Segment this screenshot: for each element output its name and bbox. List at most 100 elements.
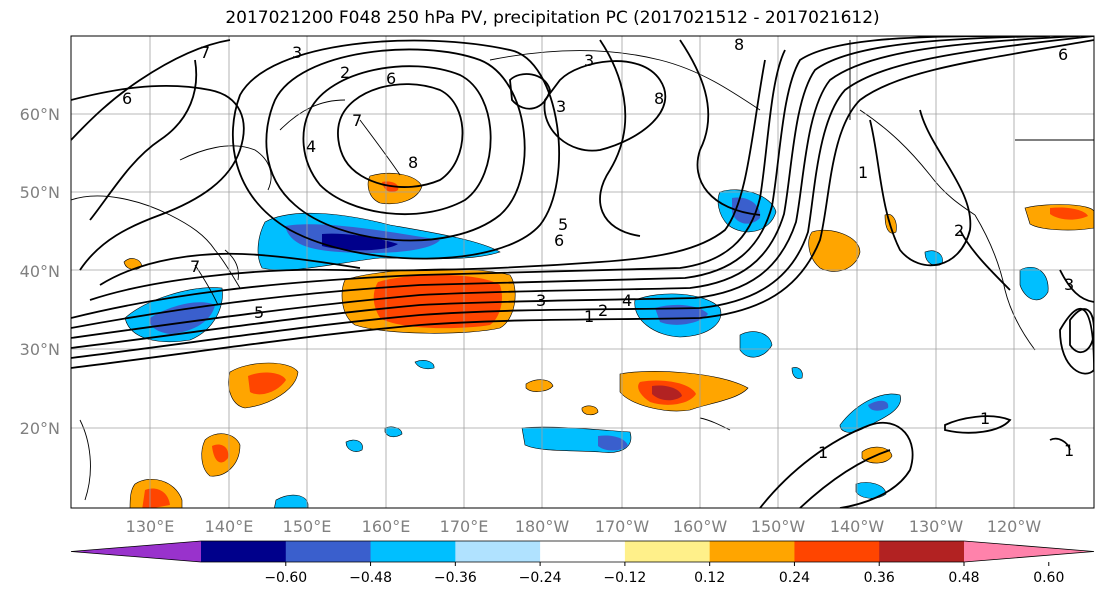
contour-jet-6 — [71, 49, 786, 319]
precip-negative-175w-core — [598, 435, 628, 451]
contour-label: 2 — [598, 301, 608, 320]
contour-jet-2 — [71, 36, 1094, 359]
precip-negative-small-5 — [855, 482, 887, 499]
contour-jet-7 — [89, 59, 766, 301]
colorbar-swatch — [285, 541, 372, 562]
colorbar-extend-low — [71, 541, 201, 562]
pv-contours — [71, 36, 1094, 508]
colorbar-tick-label: 0.60 — [1033, 570, 1064, 586]
contour-label: 1 — [980, 409, 990, 428]
contour-label: 8 — [408, 153, 418, 172]
coast-asia — [71, 145, 272, 501]
precip-negative-small-2 — [1019, 266, 1049, 301]
contour-label: 2 — [340, 63, 350, 82]
precip-shading — [123, 173, 1094, 508]
contour-south-3 — [944, 415, 1012, 434]
coast-northamerica — [849, 40, 1094, 351]
lon-label: 170°W — [595, 517, 650, 536]
contour-label: 6 — [1062, 21, 1072, 40]
colorbar-swatch — [709, 541, 795, 562]
colorbar-tick-label: −0.24 — [519, 570, 562, 586]
lat-label: 30°N — [20, 340, 60, 359]
contour-label: 5 — [254, 303, 264, 322]
contour-label: 3 — [584, 51, 594, 70]
contour-west-3 — [71, 39, 231, 141]
precip-negative-160w-core — [655, 304, 708, 325]
colorbar-tick-label: 0.48 — [948, 570, 979, 586]
contour-jet-8 — [99, 252, 361, 286]
contour-low-3 — [265, 48, 526, 242]
precip-negative-small-7 — [384, 426, 403, 438]
colorbar-tick-label: −0.36 — [434, 570, 477, 586]
contour-label: 3 — [292, 43, 302, 62]
map-title: 2017021200 F048 250 hPa PV, precipitatio… — [225, 8, 880, 28]
contour-label: 8 — [734, 35, 744, 54]
contour-east-3 — [1059, 269, 1094, 303]
contour-label: 7 — [200, 43, 210, 62]
contour-label: 3 — [536, 291, 546, 310]
contour-low-1 — [337, 83, 464, 188]
precip-positive-small-3 — [581, 405, 599, 416]
latitude-labels: 60°N 50°N 40°N 30°N 20°N — [20, 105, 60, 438]
precip-positive-145w — [808, 229, 861, 272]
colorbar-swatch — [794, 541, 880, 562]
colorbar-swatch — [201, 541, 287, 562]
colorbar-swatch — [624, 541, 711, 562]
colorbar-tick-label: 0.12 — [694, 570, 725, 586]
lon-label: 140°E — [205, 517, 254, 536]
lon-label: 180°W — [515, 517, 570, 536]
colorbar-outline — [70, 540, 1095, 563]
colorbar-swatch — [540, 541, 626, 562]
precip-positive-central-core — [373, 274, 502, 329]
contour-label: 5 — [558, 215, 568, 234]
lon-label: 120°W — [987, 517, 1042, 536]
contour-ne-3 — [679, 39, 761, 216]
contour-east-1 — [869, 109, 972, 267]
precip-positive-165w-inner — [652, 385, 682, 401]
colorbar-tick-label: 0.36 — [864, 570, 895, 586]
colorbar-extend-high — [964, 541, 1094, 562]
lon-label: 160°W — [673, 517, 728, 536]
graticule — [71, 36, 1094, 508]
lon-label: 130°E — [126, 517, 175, 536]
precip-negative-140w-core — [868, 400, 889, 411]
lon-label: 150°E — [283, 517, 332, 536]
colorbar-swatch — [370, 541, 456, 562]
contour-label: 1 — [818, 443, 828, 462]
precip-negative-small-1 — [739, 331, 773, 358]
coast-japan — [194, 249, 239, 306]
precip-negative-north-core — [322, 233, 398, 251]
contour-label: 6 — [554, 231, 564, 250]
contour-label: 6 — [1058, 45, 1068, 64]
colorbar: −0.60 −0.48 −0.36 −0.24 −0.12 0.12 0.24 0.36 0.4… — [70, 540, 1095, 586]
contour-label: 1 — [858, 163, 868, 182]
colorbar-tick-label: 0.24 — [779, 570, 810, 586]
colorbar-tick-label: −0.60 — [264, 570, 307, 586]
contour-label: 3 — [1064, 275, 1074, 294]
precip-negative-small-9 — [791, 367, 803, 379]
contour-label: 1 — [1064, 441, 1074, 460]
colorbar-swatch — [455, 541, 541, 562]
precip-positive-east-core — [1050, 207, 1088, 220]
colorbar-tick-label: −0.12 — [603, 570, 646, 586]
precip-negative-small-4 — [345, 439, 363, 452]
contour-label: 2 — [954, 221, 964, 240]
contour-south-2 — [799, 449, 891, 508]
contour-label: 4 — [622, 291, 632, 310]
precip-positive-145e-core — [248, 372, 286, 395]
lat-label: 50°N — [20, 183, 60, 202]
contour-label: 7 — [352, 111, 362, 130]
contour-west-2 — [89, 59, 198, 221]
contour-label: 8 — [654, 89, 664, 108]
coastlines — [71, 40, 1094, 501]
precip-negative-small-8 — [414, 360, 435, 370]
lat-label: 60°N — [20, 105, 60, 124]
precip-negative-japan-core — [149, 302, 215, 334]
lat-label: 20°N — [20, 419, 60, 438]
contour-jet-3 — [71, 36, 1081, 349]
coast-alaska — [489, 50, 976, 216]
contour-low-4 — [231, 39, 560, 260]
precip-negative-small-6 — [274, 494, 309, 508]
lon-label: 130°W — [909, 517, 964, 536]
